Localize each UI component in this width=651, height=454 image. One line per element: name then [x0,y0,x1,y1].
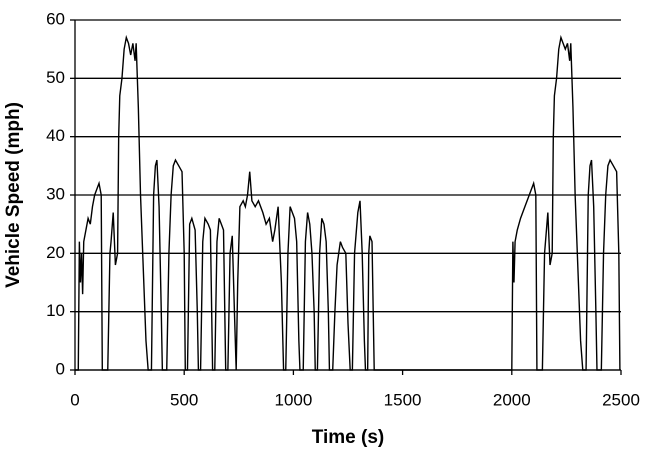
y-axis-title: Vehicle Speed (mph) [3,102,24,288]
x-tick-label: 2000 [493,390,531,409]
x-tick-label: 1000 [274,390,312,409]
y-tick-label: 10 [46,301,65,320]
y-tick-label: 40 [46,126,65,145]
x-tick-label: 500 [170,390,198,409]
y-tick-label: 60 [46,9,65,28]
speed-line [75,34,621,371]
y-tick-label: 50 [46,68,65,87]
y-tick-label: 20 [46,243,65,262]
y-tick-label: 0 [56,359,65,378]
y-tick-label: 30 [46,184,65,203]
x-tick-label: 1500 [384,390,422,409]
x-tick-label: 0 [70,390,79,409]
x-tick-label: 2500 [602,390,640,409]
x-axis-title: Time (s) [312,427,385,448]
